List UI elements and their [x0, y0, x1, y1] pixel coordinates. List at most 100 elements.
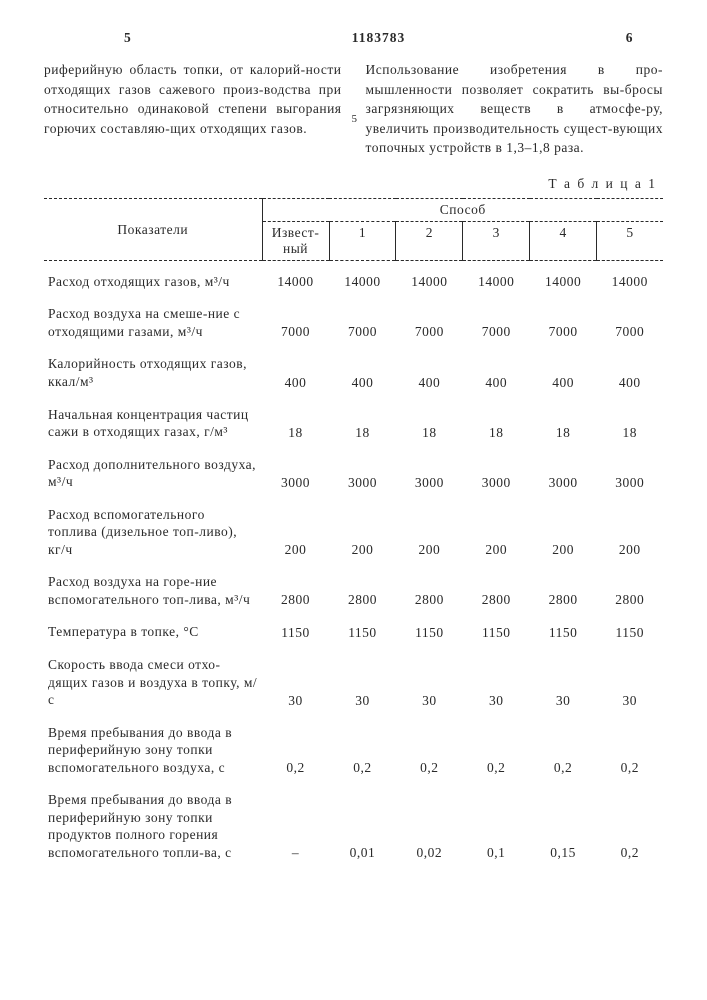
cell-value: 14000	[597, 260, 663, 293]
cell-value: 1150	[597, 611, 663, 644]
cell-value: 0,01	[329, 779, 396, 864]
row-label: Расход дополнитель­ного воздуха, м³/ч	[44, 444, 262, 494]
cell-value: 18	[530, 394, 597, 444]
cell-value: 0,2	[530, 712, 597, 780]
cell-value: 2800	[329, 561, 396, 611]
cell-value: 1150	[530, 611, 597, 644]
row-label: Расход воздуха на горе-ние вспомогатель­…	[44, 561, 262, 611]
line-marker-5: 5	[352, 112, 358, 128]
cell-value: 200	[597, 494, 663, 562]
cell-value: 200	[463, 494, 530, 562]
cell-value: 7000	[530, 293, 597, 343]
cell-value: 7000	[329, 293, 396, 343]
row-label: Калорийность отходящих газов, ккал/м³	[44, 343, 262, 393]
data-table: Показатели Способ Извест-ный 1 2 3 4 5 Р…	[44, 198, 663, 865]
table-row: Калорийность отходящих газов, ккал/м³400…	[44, 343, 663, 393]
th-col-2: 2	[396, 221, 463, 260]
cell-value: 18	[463, 394, 530, 444]
cell-value: 0,2	[396, 712, 463, 780]
cell-value: 400	[530, 343, 597, 393]
cell-value: 7000	[262, 293, 329, 343]
row-label: Расход вспомога­тельного топлива (дизель…	[44, 494, 262, 562]
cell-value: 400	[262, 343, 329, 393]
cell-value: 3000	[463, 444, 530, 494]
table-row: Скорость ввода смеси отхо-дящих газов и …	[44, 644, 663, 712]
cell-value: 0,2	[262, 712, 329, 780]
paragraph-right: Использование изобретения в про-мышленно…	[366, 62, 664, 155]
cell-value: 200	[396, 494, 463, 562]
row-label: Начальная концентра­ция частиц сажи в от…	[44, 394, 262, 444]
paragraph-right-wrap: 5 Использование изобретения в про-мышлен…	[366, 60, 664, 158]
cell-value: 2800	[396, 561, 463, 611]
cell-value: 3000	[262, 444, 329, 494]
th-col-3: 3	[463, 221, 530, 260]
cell-value: 30	[530, 644, 597, 712]
patent-number: 1183783	[352, 30, 406, 46]
cell-value: 7000	[463, 293, 530, 343]
cell-value: 200	[329, 494, 396, 562]
cell-value: 18	[597, 394, 663, 444]
paragraph-left: риферийную область топки, от калорий-нос…	[44, 60, 342, 158]
row-label: Скорость ввода смеси отхо-дящих газов и …	[44, 644, 262, 712]
cell-value: 0,15	[530, 779, 597, 864]
cell-value: 400	[329, 343, 396, 393]
row-label: Время пребывания до ввода в периферийную…	[44, 779, 262, 864]
cell-value: 2800	[597, 561, 663, 611]
cell-value: 3000	[530, 444, 597, 494]
cell-value: 0,02	[396, 779, 463, 864]
cell-value: 30	[463, 644, 530, 712]
cell-value: 30	[597, 644, 663, 712]
cell-value: 400	[597, 343, 663, 393]
cell-value: 30	[329, 644, 396, 712]
table-row: Расход воздуха на горе-ние вспомогатель­…	[44, 561, 663, 611]
table-row: Расход дополнитель­ного воздуха, м³/ч300…	[44, 444, 663, 494]
cell-value: 3000	[396, 444, 463, 494]
cell-value: 14000	[463, 260, 530, 293]
table-row: Время пребывания до ввода в периферийную…	[44, 779, 663, 864]
cell-value: 7000	[597, 293, 663, 343]
cell-value: 400	[463, 343, 530, 393]
th-indicator: Показатели	[44, 198, 262, 260]
cell-value: 1150	[463, 611, 530, 644]
th-col-5: 5	[597, 221, 663, 260]
table-row: Расход вспомога­тельного топлива (дизель…	[44, 494, 663, 562]
cell-value: 14000	[530, 260, 597, 293]
cell-value: 1150	[329, 611, 396, 644]
cell-value: 14000	[396, 260, 463, 293]
row-label: Расход отходящих газов, м³/ч	[44, 260, 262, 293]
table-row: Температура в топке, °С11501150115011501…	[44, 611, 663, 644]
th-col-known: Извест-ный	[262, 221, 329, 260]
cell-value: 2800	[530, 561, 597, 611]
header-right: 6	[626, 30, 633, 46]
row-label: Расход воздуха на смеше-ние с отходящими…	[44, 293, 262, 343]
table-row: Начальная концентра­ция частиц сажи в от…	[44, 394, 663, 444]
table-row: Расход воздуха на смеше-ние с отходящими…	[44, 293, 663, 343]
table-row: Время пребывания до ввода в периферийную…	[44, 712, 663, 780]
th-method: Способ	[262, 198, 663, 221]
cell-value: 0,2	[597, 779, 663, 864]
row-label: Время пребывания до ввода в периферийную…	[44, 712, 262, 780]
cell-value: 7000	[396, 293, 463, 343]
th-col-1: 1	[329, 221, 396, 260]
th-col-4: 4	[530, 221, 597, 260]
table-caption: Т а б л и ц а 1	[44, 176, 657, 192]
cell-value: –	[262, 779, 329, 864]
cell-value: 0,2	[597, 712, 663, 780]
row-label: Температура в топке, °С	[44, 611, 262, 644]
table-body: Расход отходящих газов, м³/ч140001400014…	[44, 260, 663, 864]
cell-value: 0,1	[463, 779, 530, 864]
body-columns: риферийную область топки, от калорий-нос…	[44, 60, 663, 158]
cell-value: 18	[262, 394, 329, 444]
cell-value: 1150	[396, 611, 463, 644]
table-row: Расход отходящих газов, м³/ч140001400014…	[44, 260, 663, 293]
cell-value: 200	[530, 494, 597, 562]
cell-value: 1150	[262, 611, 329, 644]
cell-value: 14000	[329, 260, 396, 293]
cell-value: 3000	[329, 444, 396, 494]
cell-value: 18	[329, 394, 396, 444]
cell-value: 400	[396, 343, 463, 393]
cell-value: 18	[396, 394, 463, 444]
cell-value: 0,2	[463, 712, 530, 780]
cell-value: 14000	[262, 260, 329, 293]
page-header: 5 1183783 6	[44, 30, 663, 46]
